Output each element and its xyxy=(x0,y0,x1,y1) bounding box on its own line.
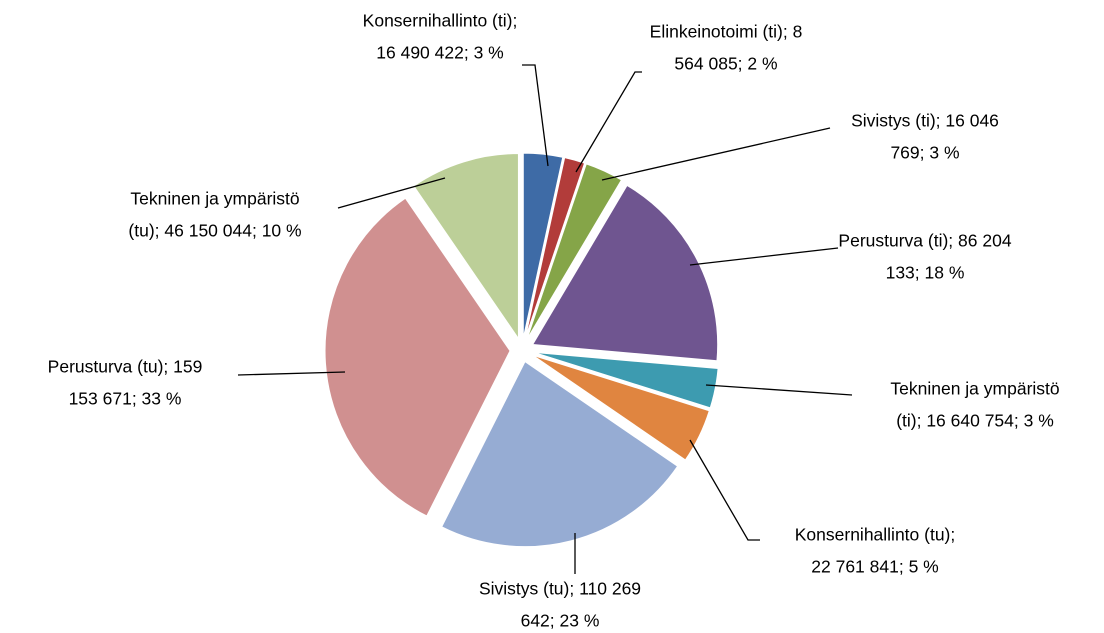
data-label: 769; 3 % xyxy=(890,143,959,163)
pie-slice xyxy=(526,163,623,340)
data-label: Tekninen ja ympäristö xyxy=(130,189,299,209)
pie-slice xyxy=(413,153,519,341)
data-label: Perusturva (tu); 159 xyxy=(48,357,203,377)
data-label: 153 671; 33 % xyxy=(69,389,182,409)
pie-slice xyxy=(324,197,511,517)
leader-line xyxy=(601,127,831,181)
leader-line xyxy=(575,71,642,173)
pie-slice xyxy=(533,351,719,409)
leader-line xyxy=(337,177,446,209)
data-label: Konsernihallinto (tu); xyxy=(795,525,956,545)
pie-slice xyxy=(522,152,564,339)
data-label: Elinkeinotoimi (ti); 8 xyxy=(650,22,803,42)
pie-slice xyxy=(524,157,586,339)
pie-slice xyxy=(532,354,710,461)
leader-line xyxy=(522,64,549,167)
pie-slice xyxy=(531,184,719,362)
data-label: Sivistys (tu); 110 269 xyxy=(479,579,641,599)
data-label: 133; 18 % xyxy=(886,263,965,283)
data-label: Sivistys (ti); 16 046 xyxy=(851,111,999,131)
data-label: 642; 23 % xyxy=(521,611,600,631)
data-label: 564 085; 2 % xyxy=(674,54,777,74)
data-label: (tu); 46 150 044; 10 % xyxy=(128,221,301,241)
leader-line xyxy=(705,384,853,396)
pie-slice xyxy=(441,360,679,548)
data-label: Tekninen ja ympäristö xyxy=(890,379,1059,399)
leader-line xyxy=(689,439,760,541)
data-label: 16 490 422; 3 % xyxy=(376,43,503,63)
leader-line xyxy=(237,371,346,376)
leader-line xyxy=(689,247,839,266)
data-label: Konsernihallinto (ti); xyxy=(363,11,518,31)
data-label: Perusturva (ti); 86 204 xyxy=(838,231,1011,251)
data-label: 22 761 841; 5 % xyxy=(811,557,938,577)
data-label: (ti); 16 640 754; 3 % xyxy=(896,411,1054,431)
